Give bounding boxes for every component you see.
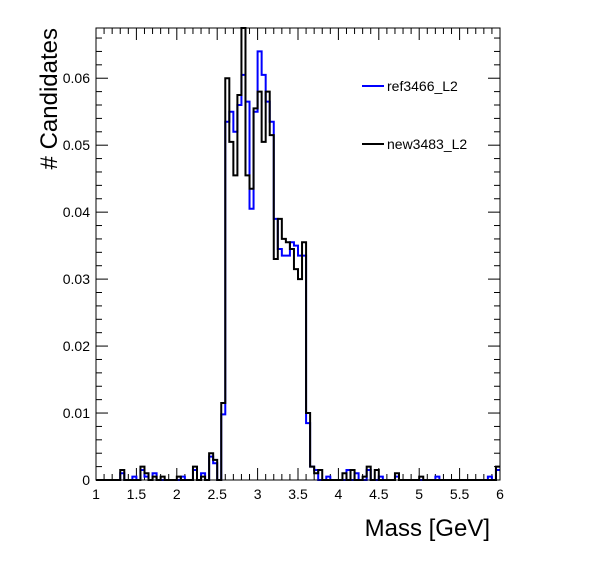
x-tick-label: 5 (415, 486, 423, 502)
x-tick-label: 1.5 (127, 486, 147, 502)
y-axis-title: # Candidates (36, 28, 63, 169)
y-tick-label: 0.02 (63, 338, 90, 354)
top-axis-ticks (95, 28, 501, 40)
y-tick-label: 0 (82, 472, 90, 488)
x-tick-labels: 1 1.5 2 2.5 3 3.5 4 4.5 5 5.5 6 (92, 486, 504, 502)
plot-frame (95, 27, 501, 481)
x-tick-label: 1 (92, 486, 100, 502)
legend: ref3466_L2 new3483_L2 (362, 78, 467, 152)
series-lines (96, 27, 500, 481)
x-tick-label: 4.5 (369, 486, 389, 502)
legend-label: ref3466_L2 (387, 78, 458, 94)
x-tick-label: 2.5 (207, 486, 227, 502)
y-tick-label: 0.06 (63, 70, 90, 86)
x-tick-label: 6 (496, 486, 504, 502)
y-tick-label: 0.01 (63, 405, 90, 421)
y-axis-minor-ticks (96, 37, 102, 468)
x-tick-label: 5.5 (450, 486, 470, 502)
legend-label: new3483_L2 (387, 136, 467, 152)
y-tick-label: 0.05 (63, 137, 90, 153)
y-tick-labels: 0 0.01 0.02 0.03 0.04 0.05 0.06 (63, 70, 90, 488)
right-axis-ticks (488, 37, 500, 481)
x-tick-label: 2 (173, 486, 181, 502)
y-axis-major-ticks (96, 77, 108, 481)
x-tick-label: 3 (254, 486, 262, 502)
series-line-0 (96, 50, 500, 481)
y-tick-label: 0.03 (63, 271, 90, 287)
x-tick-label: 3.5 (288, 486, 308, 502)
y-tick-label: 0.04 (63, 204, 90, 220)
x-axis-title: Mass [GeV] (365, 515, 490, 542)
x-tick-label: 4 (335, 486, 343, 502)
